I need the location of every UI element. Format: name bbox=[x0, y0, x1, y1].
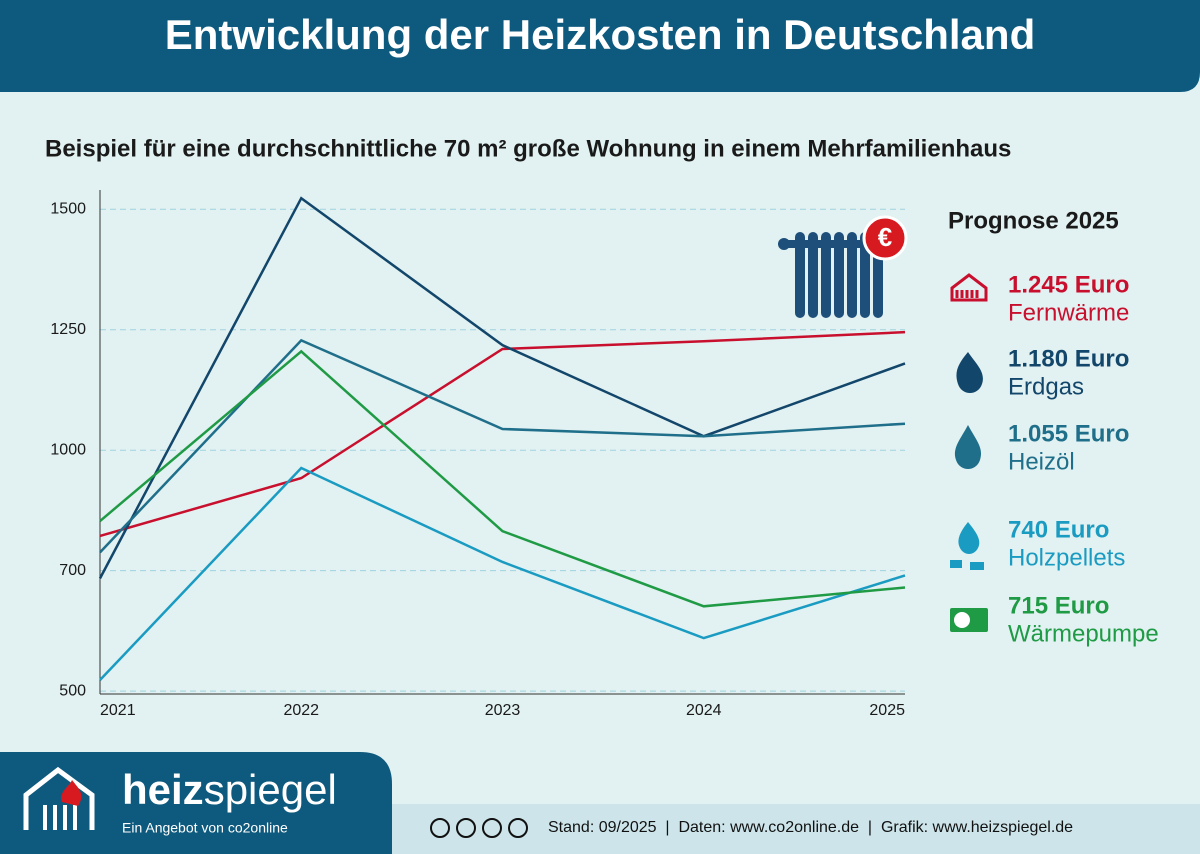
legend-value: 1.180 Euro bbox=[1008, 345, 1129, 372]
svg-text:€: € bbox=[878, 222, 892, 252]
series-line bbox=[99, 338, 906, 554]
legend-name: Holzpellets bbox=[1008, 544, 1125, 571]
legend-name: Wärmepumpe bbox=[1008, 620, 1159, 647]
brand-logo bbox=[23, 766, 95, 830]
legend-name: Erdgas bbox=[1008, 373, 1084, 400]
series-line bbox=[99, 330, 906, 538]
x-tick-label: 2025 bbox=[869, 702, 905, 719]
y-tick-label: 1000 bbox=[50, 441, 86, 458]
header-bar bbox=[0, 0, 1200, 92]
radiator-icon: € bbox=[778, 215, 908, 318]
series-line bbox=[99, 466, 906, 681]
x-tick-label: 2024 bbox=[686, 702, 722, 719]
series-line bbox=[99, 349, 906, 608]
x-tick-label: 2021 bbox=[100, 702, 136, 719]
brand-panel bbox=[0, 752, 392, 854]
legend-value: 740 Euro bbox=[1008, 516, 1109, 543]
y-tick-label: 1250 bbox=[50, 321, 86, 338]
legend-name: Heizöl bbox=[1008, 448, 1075, 475]
x-tick-label: 2023 bbox=[485, 702, 521, 719]
y-tick-label: 1500 bbox=[50, 200, 86, 217]
y-tick-label: 500 bbox=[59, 682, 86, 699]
legend-name: Fernwärme bbox=[1008, 299, 1129, 326]
legend-value: 1.245 Euro bbox=[1008, 271, 1129, 298]
legend-icons bbox=[950, 273, 988, 632]
legend-title: Prognose 2025 bbox=[948, 207, 1119, 234]
cc-icons bbox=[430, 818, 528, 838]
footer-strip bbox=[390, 804, 1200, 854]
credits: Stand: 09/2025 | Daten: www.co2online.de… bbox=[548, 819, 1073, 836]
legend-value: 715 Euro bbox=[1008, 592, 1109, 619]
brand-tagline: Ein Angebot von co2online bbox=[122, 820, 288, 836]
legend-value: 1.055 Euro bbox=[1008, 420, 1129, 447]
brand-name: heizspiegel bbox=[122, 766, 337, 813]
brand-bold: heiz bbox=[122, 766, 204, 813]
plot: 500 700 1000 1250 1500 2021 2022 2023 2024 2025 bbox=[50, 190, 906, 719]
x-tick-label: 2022 bbox=[283, 702, 319, 719]
brand-light: spiegel bbox=[204, 766, 337, 813]
chart-title: Entwicklung der Heizkosten in Deutschlan… bbox=[165, 11, 1035, 58]
series-line bbox=[98, 196, 906, 579]
chart-subtitle: Beispiel für eine durchschnittliche 70 m… bbox=[45, 135, 1011, 162]
y-tick-label: 700 bbox=[59, 562, 86, 579]
